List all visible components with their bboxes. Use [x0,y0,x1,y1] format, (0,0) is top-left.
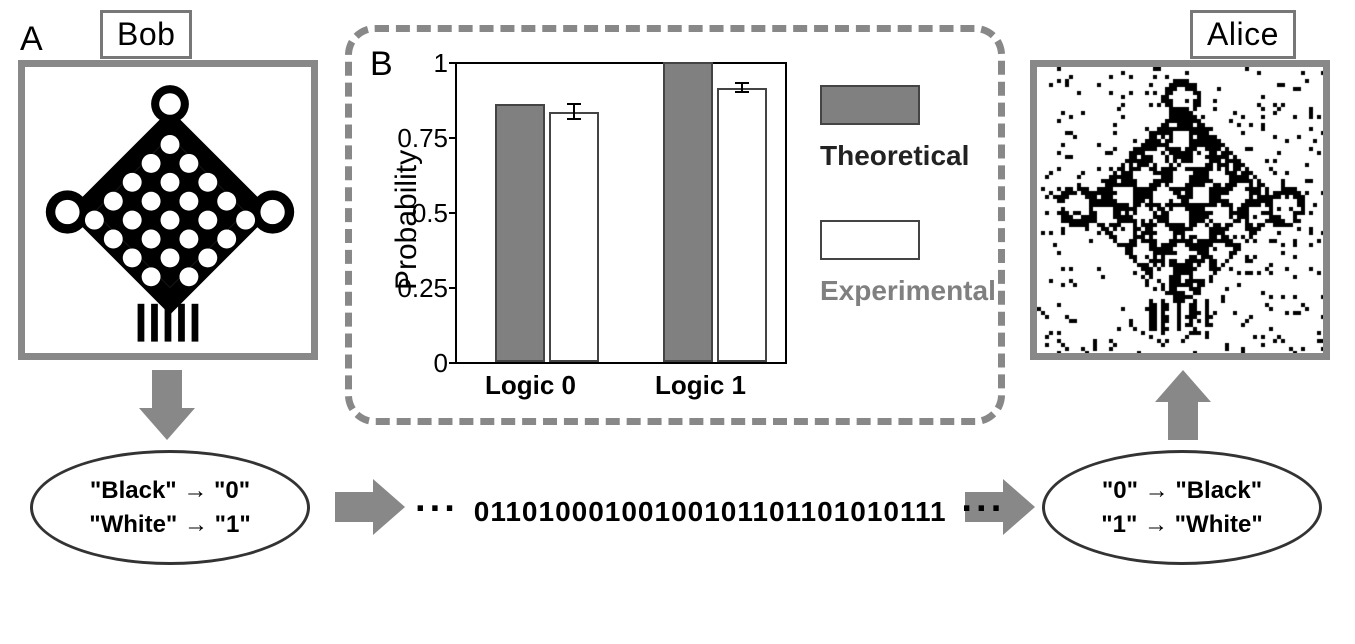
errorbar-cap [735,82,749,84]
alice-image-box [1030,60,1330,360]
arrow-encode-right-head [373,479,405,535]
chart-yaxis [455,62,457,364]
ytick-mark [449,287,455,289]
alice-noisy-image [1037,67,1323,353]
bob-image-box [18,60,318,360]
chart-xaxis [455,362,787,364]
alice-decoding-line2: "1" → "White" [1101,508,1263,542]
arrow-encode-right-shaft [335,492,375,522]
legend-label-experimental: Experimental [820,275,996,307]
legend-swatch-experimental [820,220,920,260]
ytick-mark [449,212,455,214]
xlabel-logic1: Logic 1 [655,370,746,401]
bitstring-bits: 01101000100100101101101010111 [474,496,947,527]
arrow-bob-down-shaft [152,370,182,410]
xlabel-logic0: Logic 0 [485,370,576,401]
ytick-mark [449,62,455,64]
panel-label-a: A [20,20,43,59]
alice-name-box: Alice [1190,10,1296,59]
bar-theoretical-logic0 [495,104,545,362]
errorbar-cap [567,118,581,120]
bob-knot-icon [35,72,305,352]
chart-ylabel: Probability [390,150,424,290]
ytick-4: 1 [400,48,448,79]
bob-encoding-ellipse: "Black" → "0" "White" → "1" [30,450,310,565]
legend-swatch-theoretical [820,85,920,125]
bar-theoretical-logic1 [663,62,713,362]
alice-decoding-ellipse: "0" → "Black" "1" → "White" [1042,450,1322,565]
bob-encoding-line1: "Black" → "0" [90,474,250,508]
bob-name-box: Bob [100,10,192,59]
bob-encoding-line2: "White" → "1" [89,508,251,542]
bitstring-container: ··· 01101000100100101101101010111 ··· [415,488,1005,531]
arrow-alice-up-head [1155,370,1211,402]
alice-decoding-line1: "0" → "Black" [1102,474,1262,508]
chart-yaxis-right [785,62,787,364]
arrow-bob-down-head [139,408,195,440]
legend-label-theoretical: Theoretical [820,140,969,172]
arrow-decode-right-head [1003,479,1035,535]
panel-label-b: B [370,45,393,84]
arrow-alice-up-shaft [1168,400,1198,440]
errorbar-cap [735,91,749,93]
errorbar-cap [567,103,581,105]
bitstring-left-dots: ··· [415,488,459,530]
chart-top-border [455,62,787,64]
ytick-0: 0 [400,348,448,379]
bitstring-right-dots: ··· [961,488,1005,530]
bar-experimental-logic0 [549,112,599,363]
errorbar-logic0 [573,104,575,119]
ytick-mark [449,362,455,364]
bar-experimental-logic1 [717,88,767,363]
ytick-mark [449,137,455,139]
